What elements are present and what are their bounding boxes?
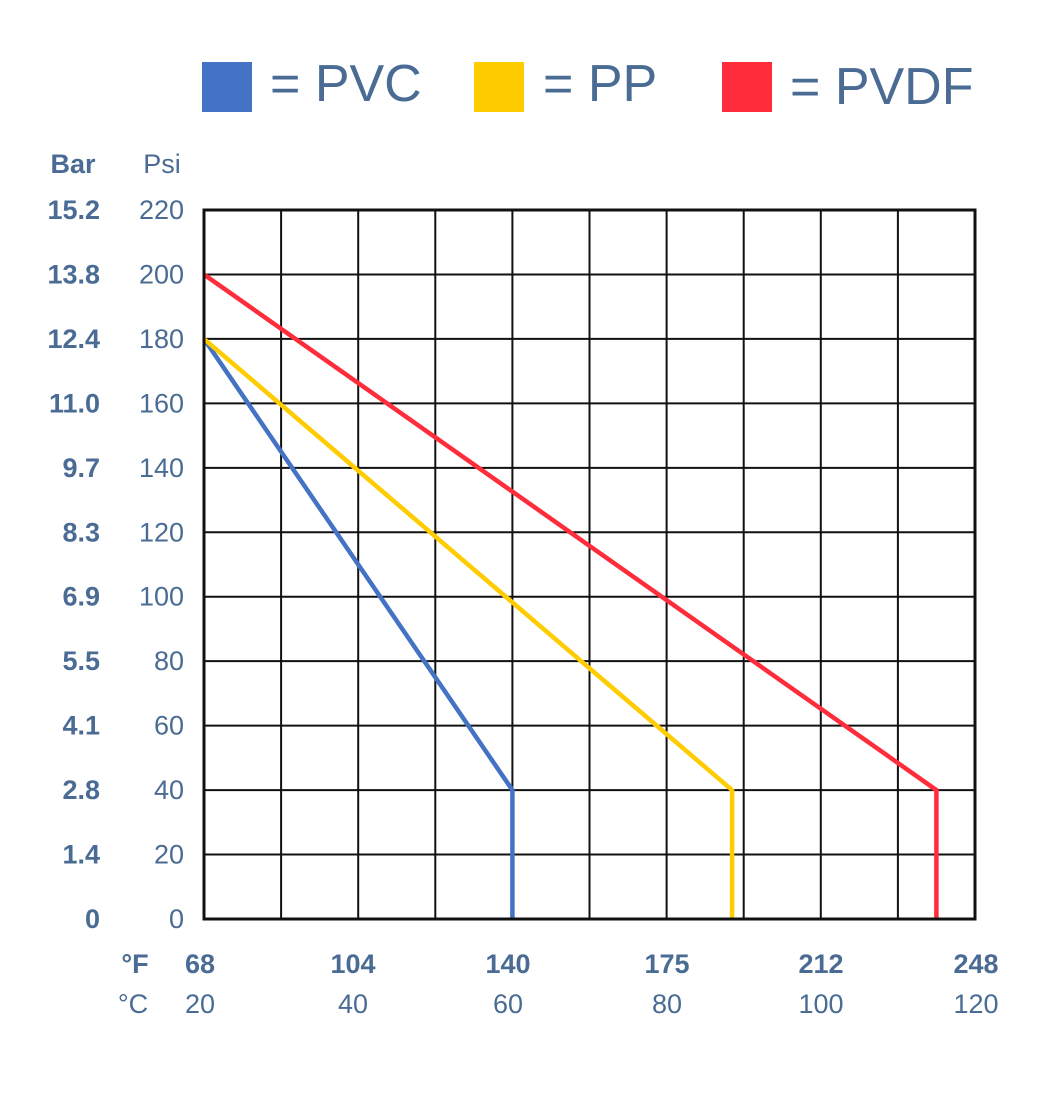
- x-axis-title-celsius: °C: [118, 989, 148, 1019]
- x-tick-label-fahrenheit: 212: [798, 949, 843, 979]
- series-line-pvdf: [202, 272, 939, 919]
- y-tick-label-psi: 80: [154, 646, 184, 676]
- legend-swatch-pp: [474, 62, 524, 112]
- x-tick-label-celsius: 20: [185, 989, 215, 1019]
- y-tick-label-bar: 5.5: [62, 646, 100, 676]
- x-tick-label-fahrenheit: 104: [330, 949, 375, 979]
- legend-label-pvc: = PVC: [270, 55, 422, 113]
- x-tick-label-celsius: 80: [652, 989, 682, 1019]
- x-tick-label-fahrenheit: 175: [644, 949, 689, 979]
- series-line-pp: [202, 337, 735, 919]
- y-tick-label-psi: 0: [169, 904, 184, 934]
- x-tick-label-celsius: 100: [798, 989, 843, 1019]
- x-tick-label-fahrenheit: 140: [485, 949, 530, 979]
- y-tick-label-psi: 160: [139, 388, 184, 418]
- y-axis-title-psi: Psi: [143, 149, 181, 179]
- legend-swatch-pvdf: [722, 62, 772, 112]
- legend-label-pvdf: = PVDF: [790, 58, 974, 116]
- legend-label-pp: = PP: [543, 55, 657, 113]
- y-tick-label-psi: 40: [154, 775, 184, 805]
- grid: [204, 210, 975, 919]
- series-lines: [202, 272, 939, 919]
- x-tick-label-fahrenheit: 248: [953, 949, 998, 979]
- y-tick-label-bar: 12.4: [47, 324, 100, 354]
- legend: = PVC = PP = PVDF: [202, 55, 974, 116]
- y-tick-label-bar: 15.2: [47, 195, 100, 225]
- y-tick-label-bar: 11.0: [49, 388, 100, 418]
- y-tick-label-bar: 13.8: [47, 259, 100, 289]
- x-axis-title-fahrenheit: °F: [121, 949, 148, 979]
- y-tick-label-bar: 4.1: [62, 711, 100, 741]
- y-tick-label-bar: 1.4: [62, 840, 100, 870]
- y-axis-title-bar: Bar: [50, 149, 96, 179]
- y-tick-label-psi: 20: [154, 840, 184, 870]
- y-tick-label-bar: 9.7: [62, 453, 100, 483]
- y-tick-label-psi: 220: [139, 195, 184, 225]
- x-tick-label-fahrenheit: 68: [185, 949, 215, 979]
- plot-frame: [202, 208, 977, 921]
- series-line-pvc: [202, 337, 515, 919]
- y-tick-label-psi: 60: [154, 711, 184, 741]
- x-tick-labels: 68 104 140 175 212 248 20 40 60 80 100 120: [185, 949, 999, 1019]
- y-tick-label-bar: 8.3: [62, 517, 100, 547]
- y-tick-label-psi: 180: [139, 324, 184, 354]
- y-tick-label-psi: 120: [139, 517, 184, 547]
- x-tick-label-celsius: 40: [338, 989, 368, 1019]
- y-tick-label-psi: 200: [139, 259, 184, 289]
- y-tick-label-psi: 140: [139, 453, 184, 483]
- x-tick-label-celsius: 60: [493, 989, 523, 1019]
- y-tick-label-bar: 0: [85, 904, 100, 934]
- legend-swatch-pvc: [202, 62, 252, 112]
- x-tick-label-celsius: 120: [953, 989, 998, 1019]
- y-tick-label-psi: 100: [139, 582, 184, 612]
- y-tick-label-bar: 6.9: [62, 582, 100, 612]
- y-tick-label-bar: 2.8: [62, 775, 100, 805]
